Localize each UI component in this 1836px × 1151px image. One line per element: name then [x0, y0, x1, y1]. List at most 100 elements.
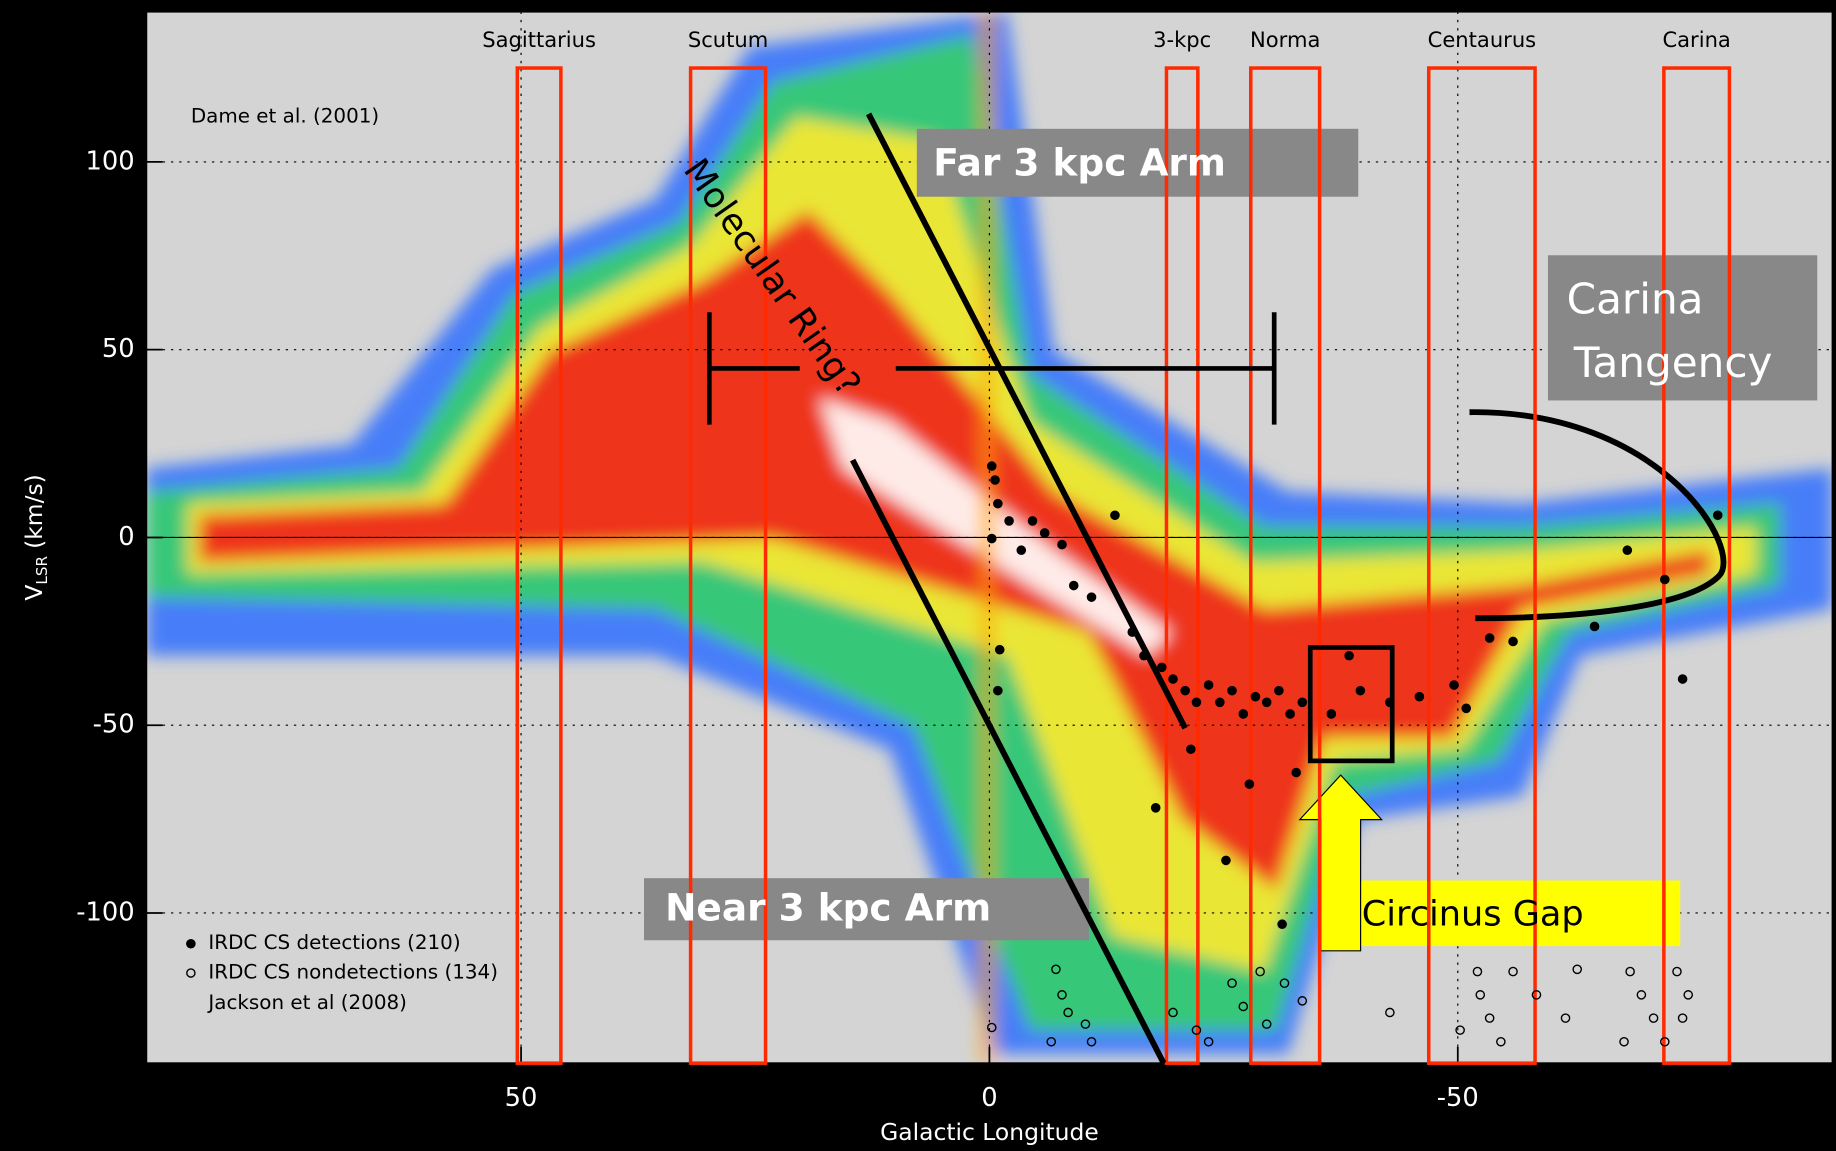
nondetection-point	[1475, 990, 1486, 1000]
detection-point	[986, 461, 997, 471]
detection-point	[1227, 685, 1237, 696]
detection-point	[1449, 680, 1459, 690]
nondetection-point	[1683, 990, 1694, 1000]
circinus-label-box	[1358, 880, 1681, 947]
emission-red	[199, 210, 1710, 890]
arm-label: Far 3 kpc Arm	[933, 141, 1226, 185]
detection-point	[1244, 779, 1255, 789]
detection-point	[1180, 685, 1191, 696]
detection-point	[1110, 510, 1120, 521]
detection-point	[1156, 662, 1167, 673]
nondetection-point	[1455, 1025, 1465, 1035]
nondetection-point	[1203, 1036, 1214, 1047]
arm-region	[688, 66, 768, 1065]
x-tick-label: 50	[505, 1083, 538, 1113]
detection-point	[1221, 855, 1231, 866]
detection-point	[1660, 574, 1670, 585]
nondetection-point	[1648, 1013, 1659, 1023]
detection-point	[1385, 697, 1395, 708]
detection-point	[1203, 680, 1214, 690]
near-arm-box	[644, 878, 1089, 941]
arm-name: Sagittarius	[482, 27, 596, 52]
emission	[146, 11, 1833, 1064]
arm-name: Centaurus	[1428, 27, 1537, 52]
plot-frame	[145, 10, 1834, 1065]
nondetection-point	[1168, 1007, 1178, 1018]
detection-point	[1355, 685, 1366, 696]
nondetection-point	[1677, 1013, 1688, 1023]
detection-point	[1326, 709, 1337, 719]
arm-region	[1662, 66, 1732, 1065]
detection-point	[993, 498, 1003, 509]
detection-point	[1712, 510, 1723, 521]
legend-label: IRDC CS detections (210)	[208, 931, 460, 954]
carina-curve	[1469, 409, 1727, 622]
detection-point	[1068, 580, 1079, 591]
nondetection-point	[1619, 1036, 1629, 1047]
detection-point	[1127, 627, 1138, 637]
detection-point	[1139, 650, 1149, 661]
arm-name: 3-kpc	[1153, 27, 1211, 52]
detection-point	[1277, 919, 1287, 930]
nondetection-point	[1496, 1036, 1506, 1047]
arm-label: Near 3 kpc Arm	[665, 885, 991, 929]
y-axis-label-part: (km/s)	[20, 474, 48, 549]
nondetection-point	[1057, 990, 1067, 1000]
detection-point	[1250, 691, 1261, 702]
detection-point	[1004, 516, 1014, 526]
credit: Dame et al. (2001)	[191, 105, 379, 128]
ring-bar	[707, 312, 1277, 425]
detection-point	[1297, 697, 1308, 708]
nondetection-point	[1279, 978, 1290, 988]
far-arm-box	[916, 128, 1359, 197]
nondetection-point	[1227, 978, 1237, 988]
arm-line	[850, 458, 1167, 1065]
detection-point	[1168, 674, 1178, 684]
detection-point	[1057, 539, 1067, 550]
nondetection-point	[1191, 1025, 1202, 1035]
arm-region	[1164, 66, 1200, 1065]
x-tick-label: -50	[1437, 1083, 1479, 1113]
nondetection-point	[1636, 990, 1647, 1000]
detection-point	[1414, 691, 1425, 702]
x-tick-label: 0	[981, 1083, 997, 1113]
arm-name: Norma	[1250, 27, 1320, 52]
nondetection-point	[1508, 966, 1518, 977]
nondetection-point	[1255, 966, 1265, 977]
overlay	[145, 10, 1834, 1065]
detection-point	[1589, 621, 1600, 632]
legend-marker	[186, 968, 196, 978]
nondetection-point	[1051, 964, 1061, 975]
detection-point	[986, 533, 997, 544]
y-tick-label: 0	[118, 522, 134, 552]
y-tick-label: 50	[102, 334, 135, 364]
arm-region	[1426, 66, 1537, 1065]
detection-point	[1191, 697, 1202, 708]
nondetection-point	[1531, 990, 1542, 1000]
detection-point	[1461, 703, 1472, 714]
arm-region	[1249, 66, 1322, 1065]
detection-point	[1677, 674, 1688, 684]
detection-point	[1285, 709, 1295, 719]
nondetection-point	[1385, 1007, 1395, 1018]
nondetection-point	[1080, 1019, 1091, 1029]
x-axis-label: Galactic Longitude	[880, 1118, 1099, 1146]
arm-region	[515, 66, 563, 1065]
detection-point	[1150, 803, 1161, 813]
detection-point	[1291, 767, 1302, 778]
detection-point	[1016, 545, 1027, 556]
detection-point	[990, 475, 1000, 485]
detection-point	[1344, 650, 1354, 661]
nondetection-point	[986, 1022, 997, 1033]
y-tick-label: -50	[93, 710, 135, 740]
y-axis-label-part: LSR	[33, 556, 51, 585]
y-tick-label: 100	[86, 146, 135, 176]
nondetection-point	[1672, 966, 1682, 977]
detection-point	[1508, 636, 1518, 647]
legend-marker	[186, 938, 196, 949]
detection-point	[994, 644, 1005, 655]
detection-point	[1027, 516, 1038, 526]
arm-line	[865, 112, 1188, 730]
carina-label: Carina	[1567, 275, 1704, 324]
